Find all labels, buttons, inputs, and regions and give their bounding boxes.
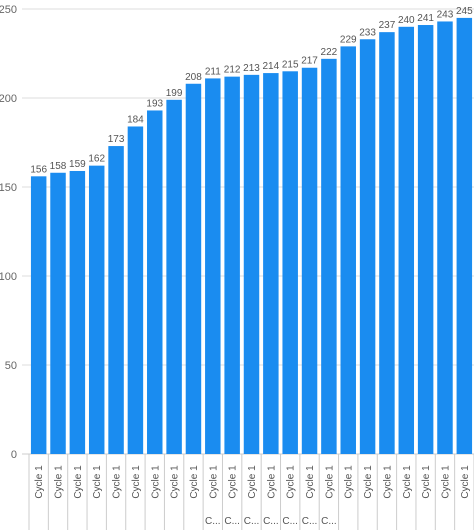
- category-series-label: Cycle 1: [402, 465, 413, 499]
- y-tick-label: 200: [0, 93, 17, 105]
- category-series-label: Cycle 1: [266, 465, 277, 499]
- category-sub-label: C...: [282, 516, 298, 527]
- category-sub-label: C...: [244, 516, 260, 527]
- bar: [437, 21, 453, 455]
- bar: [263, 73, 279, 454]
- data-label: 222: [321, 47, 338, 58]
- data-label: 162: [88, 154, 105, 165]
- data-label: 159: [69, 159, 86, 170]
- category-series-label: Cycle 1: [324, 465, 335, 499]
- data-label: 214: [263, 61, 280, 72]
- bar: [398, 26, 415, 455]
- data-label: 243: [437, 9, 454, 20]
- category-sub-label: C...: [321, 516, 337, 527]
- bar: [340, 46, 356, 454]
- category-series-label: Cycle 1: [131, 465, 142, 499]
- category-series-label: Cycle 1: [228, 465, 239, 499]
- category-series-label: Cycle 1: [247, 465, 258, 499]
- category-series-label: Cycle 1: [189, 465, 200, 499]
- y-tick-label: 150: [0, 182, 17, 194]
- bar: [166, 99, 182, 454]
- y-tick-label: 50: [5, 360, 17, 372]
- category-series-label: Cycle 1: [344, 465, 355, 499]
- bar: [224, 76, 240, 454]
- data-label: 156: [30, 164, 47, 175]
- bar: [282, 71, 298, 455]
- bar: [50, 172, 66, 454]
- category-series-label: Cycle 1: [305, 465, 316, 499]
- data-label: 233: [359, 27, 376, 38]
- bar: [379, 32, 395, 454]
- category-sub-label: C...: [263, 516, 279, 527]
- category-series-label: Cycle 1: [112, 465, 123, 499]
- data-label: 229: [340, 34, 357, 45]
- bar: [243, 74, 260, 455]
- category-series-label: Cycle 1: [208, 465, 219, 499]
- bar: [359, 39, 376, 454]
- category-sub-label: C...: [302, 516, 318, 527]
- category-series-label: Cycle 1: [73, 465, 84, 499]
- category-series-label: Cycle 1: [421, 465, 432, 499]
- category-series-label: Cycle 1: [170, 465, 181, 499]
- data-label: 199: [166, 88, 183, 99]
- category-series-label: Cycle 1: [54, 465, 65, 499]
- bar: [456, 17, 473, 455]
- category-series-label: Cycle 1: [382, 465, 393, 499]
- bar: [321, 58, 337, 455]
- data-label: 237: [379, 20, 396, 31]
- data-label: 211: [205, 66, 221, 77]
- data-label: 241: [417, 13, 434, 24]
- data-label: 245: [456, 6, 473, 17]
- y-tick-label: 0: [11, 449, 17, 461]
- data-label: 212: [224, 65, 241, 76]
- data-label: 173: [108, 134, 125, 145]
- bar: [301, 67, 318, 455]
- bar: [147, 110, 163, 455]
- category-sub-label: C...: [205, 516, 221, 527]
- bar: [69, 170, 86, 455]
- data-label: 184: [127, 114, 144, 125]
- bar: [88, 165, 105, 454]
- category-series-label: Cycle 1: [440, 465, 451, 499]
- y-tick-label: 250: [0, 4, 17, 16]
- bar: [417, 25, 434, 455]
- data-label: 208: [185, 72, 202, 83]
- bar: [127, 126, 144, 454]
- bar: [185, 83, 202, 454]
- data-label: 213: [243, 63, 260, 74]
- category-series-label: Cycle 1: [286, 465, 297, 499]
- bar: [205, 78, 221, 455]
- category-series-label: Cycle 1: [460, 465, 471, 499]
- data-label: 158: [50, 161, 67, 172]
- bar: [30, 176, 47, 454]
- data-label: 193: [146, 98, 163, 109]
- data-label: 215: [282, 59, 299, 70]
- category-series-label: Cycle 1: [34, 465, 45, 499]
- y-tick-label: 100: [0, 271, 17, 283]
- data-label: 240: [398, 15, 415, 26]
- category-sub-label: C...: [224, 516, 240, 527]
- data-label: 217: [301, 56, 318, 67]
- bar: [108, 146, 124, 454]
- category-series-label: Cycle 1: [150, 465, 161, 499]
- category-series-label: Cycle 1: [363, 465, 374, 499]
- category-series-label: Cycle 1: [92, 465, 103, 499]
